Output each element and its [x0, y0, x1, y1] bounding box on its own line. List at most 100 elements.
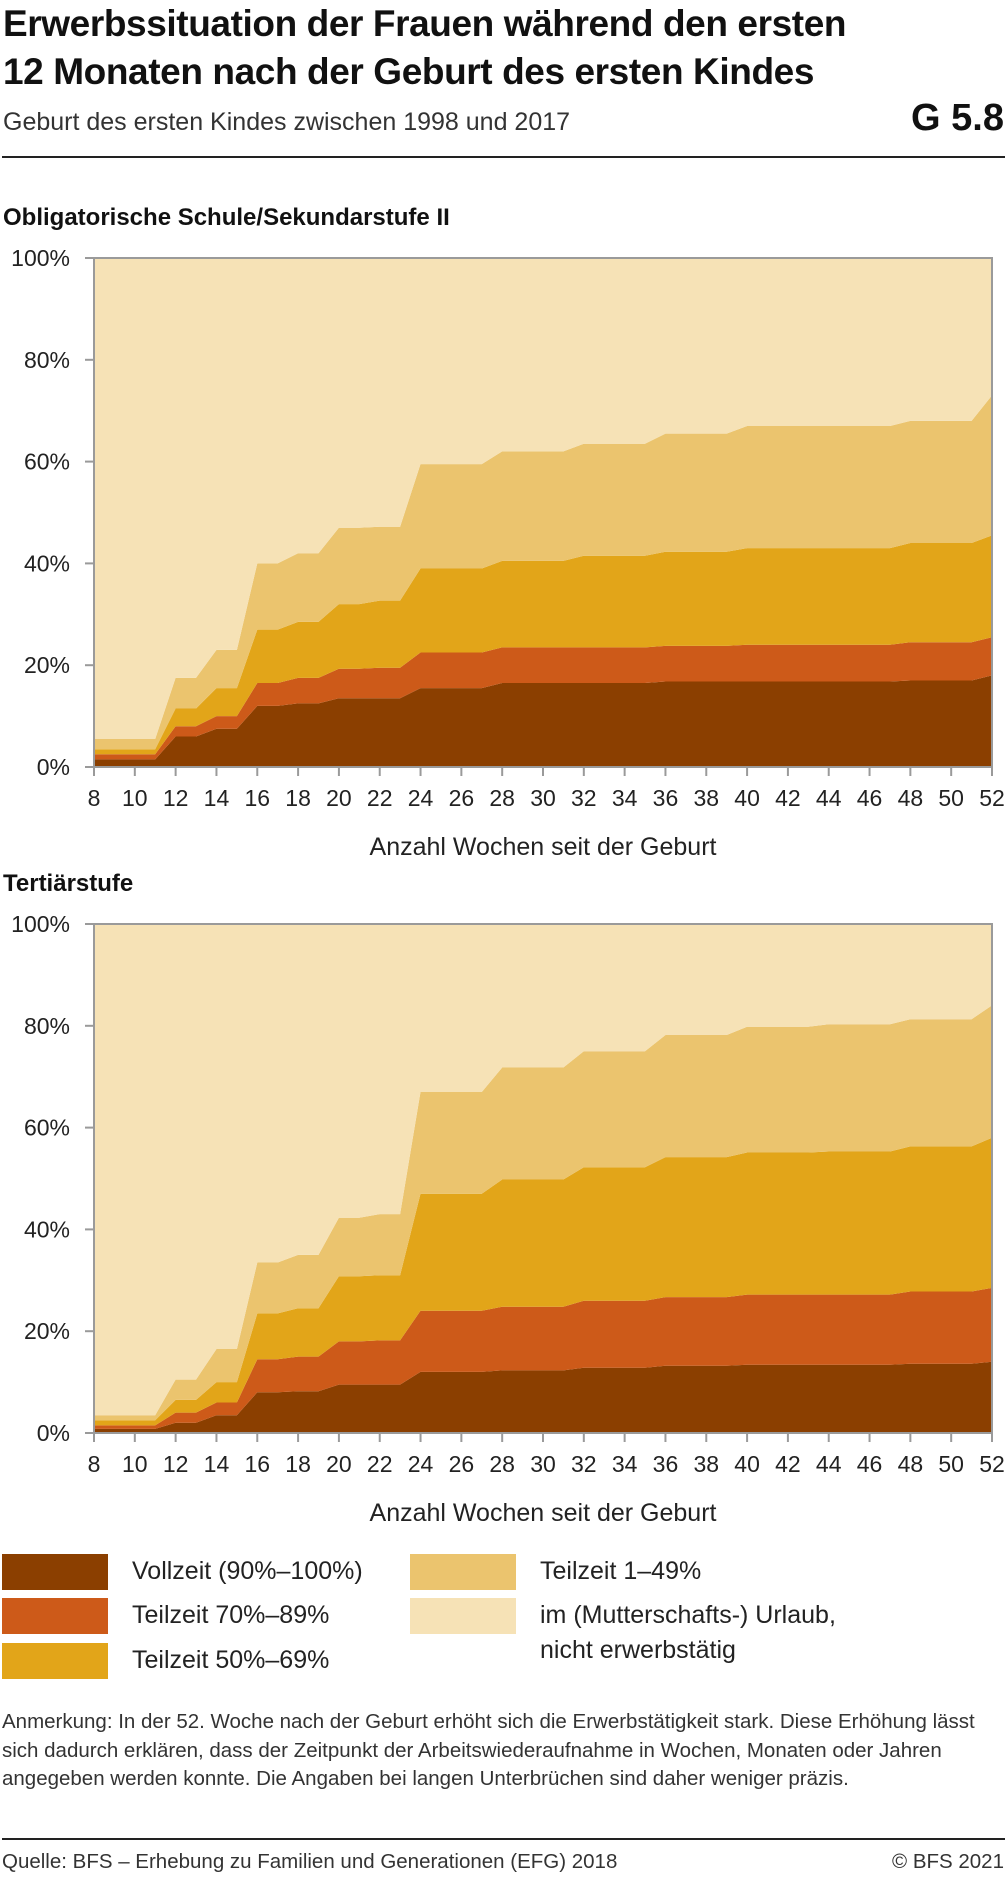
x-tick-label: 48 [898, 785, 924, 811]
x-tick-label: 42 [775, 785, 801, 811]
legend-label-teilzeit-1-49: Teilzeit 1–49% [540, 1557, 702, 1585]
x-tick-label: 46 [857, 785, 883, 811]
x-tick-label: 24 [408, 1451, 434, 1477]
area-urlaub [94, 924, 992, 1416]
legend-swatch-vollzeit [2, 1554, 108, 1590]
x-axis-label: Anzahl Wochen seit der Geburt [370, 1499, 717, 1527]
legend-swatch-teilzeit-50-69 [2, 1643, 108, 1679]
y-tick-label: 80% [24, 1013, 70, 1039]
area-teilzeit-70-89 [94, 1287, 992, 1429]
y-tick-label: 100% [11, 245, 70, 271]
x-tick-label: 40 [734, 1451, 760, 1477]
title-line-1: Erwerbssituation der Frauen während den … [3, 3, 847, 44]
y-tick-label: 60% [24, 449, 70, 475]
x-tick-label: 52 [979, 1451, 1005, 1477]
legend-item-teilzeit-70-89: Teilzeit 70%–89% [2, 1598, 329, 1638]
page-subtitle: Geburt des ersten Kindes zwischen 1998 u… [3, 108, 571, 136]
area-vollzeit [94, 675, 992, 767]
area-teilzeit-1-49 [94, 395, 992, 750]
area-urlaub [94, 258, 992, 739]
y-tick-label: 20% [24, 1318, 70, 1344]
x-tick-label: 14 [204, 1451, 230, 1477]
title-line-2: 12 Monaten nach der Geburt des ersten Ki… [3, 51, 814, 92]
source-text: Quelle: BFS – Erhebung zu Familien und G… [2, 1850, 618, 1873]
x-tick-label: 28 [489, 1451, 515, 1477]
x-tick-label: 20 [326, 1451, 352, 1477]
x-tick-label: 32 [571, 1451, 597, 1477]
x-tick-label: 24 [408, 785, 434, 811]
legend: Vollzeit (90%–100%) Teilzeit 70%–89% Tei… [0, 1554, 1007, 1679]
legend-item-teilzeit-50-69: Teilzeit 50%–69% [2, 1643, 329, 1683]
legend-label-urlaub-line-2: nicht erwerbstätig [540, 1636, 736, 1664]
legend-item-teilzeit-1-49: Teilzeit 1–49% [410, 1554, 701, 1594]
x-tick-label: 36 [653, 1451, 679, 1477]
x-tick-label: 26 [449, 785, 475, 811]
x-tick-label: 38 [693, 785, 719, 811]
x-tick-label: 50 [938, 1451, 964, 1477]
x-tick-label: 20 [326, 785, 352, 811]
copyright-text: © BFS 2021 [892, 1850, 1004, 1873]
y-tick-label: 80% [24, 347, 70, 373]
legend-item-vollzeit: Vollzeit (90%–100%) [2, 1554, 363, 1594]
y-tick-label: 60% [24, 1115, 70, 1141]
x-tick-label: 50 [938, 785, 964, 811]
legend-swatch-urlaub [410, 1598, 516, 1634]
area-teilzeit-50-69 [94, 1137, 992, 1426]
x-tick-label: 22 [367, 1451, 393, 1477]
x-tick-label: 8 [88, 785, 101, 811]
x-tick-label: 8 [88, 1451, 101, 1477]
legend-label-teilzeit-50-69: Teilzeit 50%–69% [132, 1646, 330, 1674]
chart-1-title: Obligatorische Schule/Sekundarstufe II [3, 204, 450, 231]
chart-tertiaerstufe: 0% 20% 40% 60% 80% 100% 8 10 12 14 16 18 20 22 24 26 28 3… [11, 911, 1005, 1527]
x-tick-label: 18 [285, 1451, 311, 1477]
x-tick-label: 12 [163, 1451, 189, 1477]
y-tick-label: 20% [24, 652, 70, 678]
chart-obligatorische-schule: 0% 20% 40% 60% 80% 100% 8 10 12 14 16 18 20 22 24 26 28 3… [11, 245, 1005, 861]
legend-swatch-teilzeit-70-89 [2, 1598, 108, 1634]
legend-swatch-teilzeit-1-49 [410, 1554, 516, 1590]
x-tick-label: 48 [898, 1451, 924, 1477]
legend-item-urlaub: im (Mutterschafts-) Urlaub, nicht erwerb… [410, 1598, 836, 1678]
y-tick-label: 0% [37, 1420, 70, 1446]
page-title: Erwerbssituation der Frauen während den … [3, 0, 846, 96]
x-tick-label: 26 [449, 1451, 475, 1477]
y-tick-label: 0% [37, 754, 70, 780]
x-tick-label: 16 [244, 1451, 270, 1477]
x-tick-label: 40 [734, 785, 760, 811]
x-tick-label: 30 [530, 1451, 556, 1477]
legend-label-urlaub: im (Mutterschafts-) Urlaub, nicht erwerb… [540, 1598, 836, 1668]
x-tick-label: 44 [816, 785, 842, 811]
footer-divider [2, 1838, 1005, 1840]
x-tick-label: 42 [775, 1451, 801, 1477]
y-tick-label: 40% [24, 550, 70, 576]
x-tick-label: 52 [979, 785, 1005, 811]
area-teilzeit-1-49 [94, 1005, 992, 1421]
area-vollzeit [94, 1361, 992, 1433]
legend-label-vollzeit: Vollzeit (90%–100%) [132, 1557, 363, 1585]
x-tick-label: 16 [244, 785, 270, 811]
area-teilzeit-70-89 [94, 637, 992, 760]
area-teilzeit-50-69 [94, 535, 992, 755]
x-tick-label: 10 [122, 785, 148, 811]
x-tick-label: 10 [122, 1451, 148, 1477]
footnote: Anmerkung: In der 52. Woche nach der Geb… [2, 1710, 975, 1790]
x-tick-label: 12 [163, 785, 189, 811]
x-tick-label: 22 [367, 785, 393, 811]
x-tick-label: 38 [693, 1451, 719, 1477]
x-tick-label: 18 [285, 785, 311, 811]
legend-label-teilzeit-70-89: Teilzeit 70%–89% [132, 1601, 330, 1629]
x-axis-label: Anzahl Wochen seit der Geburt [370, 833, 717, 861]
header-divider [2, 156, 1005, 158]
x-tick-label: 28 [489, 785, 515, 811]
y-tick-label: 100% [11, 911, 70, 937]
x-tick-label: 46 [857, 1451, 883, 1477]
x-tick-label: 34 [612, 1451, 638, 1477]
x-tick-label: 14 [204, 785, 230, 811]
y-tick-label: 40% [24, 1216, 70, 1242]
legend-label-urlaub-line-1: im (Mutterschafts-) Urlaub, [540, 1601, 836, 1629]
chart-2-title: Tertiärstufe [3, 870, 134, 897]
x-tick-label: 32 [571, 785, 597, 811]
x-tick-label: 30 [530, 785, 556, 811]
x-tick-label: 34 [612, 785, 638, 811]
x-tick-label: 44 [816, 1451, 842, 1477]
